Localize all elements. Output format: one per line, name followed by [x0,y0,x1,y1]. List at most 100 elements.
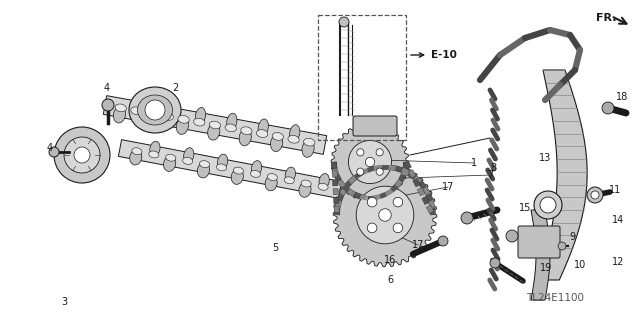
Ellipse shape [271,135,283,152]
Ellipse shape [225,124,236,132]
Circle shape [339,17,349,27]
Ellipse shape [178,115,189,123]
Circle shape [54,127,110,183]
Ellipse shape [166,154,176,161]
Polygon shape [118,140,342,198]
Ellipse shape [303,138,315,146]
Ellipse shape [218,154,228,169]
Ellipse shape [130,150,142,165]
Circle shape [506,230,518,242]
Polygon shape [426,205,434,213]
Circle shape [365,157,374,167]
Ellipse shape [302,140,314,157]
Text: 7: 7 [487,170,493,180]
Ellipse shape [216,164,227,171]
Circle shape [558,242,566,250]
Ellipse shape [129,87,181,133]
Ellipse shape [289,125,300,142]
Text: 18: 18 [616,92,628,102]
Ellipse shape [319,174,329,189]
Circle shape [438,236,448,246]
Polygon shape [333,163,437,267]
Circle shape [64,137,100,173]
Ellipse shape [176,117,188,134]
Ellipse shape [272,133,284,140]
Circle shape [534,191,562,219]
Ellipse shape [299,182,311,197]
Ellipse shape [150,141,160,156]
Ellipse shape [284,177,294,184]
Text: FR.: FR. [596,13,616,23]
Polygon shape [531,210,550,300]
Polygon shape [333,180,338,186]
Polygon shape [332,162,337,168]
Circle shape [490,258,500,268]
Ellipse shape [164,102,174,119]
Polygon shape [103,96,326,154]
Text: 2: 2 [172,83,178,93]
Text: 19: 19 [540,263,552,273]
Text: 12: 12 [612,257,624,267]
Circle shape [367,223,377,233]
Polygon shape [333,197,339,204]
Text: 6: 6 [387,275,393,285]
Polygon shape [417,187,425,196]
Ellipse shape [115,104,126,112]
Ellipse shape [147,110,158,117]
Ellipse shape [164,156,175,171]
Polygon shape [331,123,409,201]
Circle shape [102,99,114,111]
Text: 11: 11 [609,185,621,195]
Ellipse shape [194,118,205,126]
Circle shape [376,149,383,156]
Text: TL24E1100: TL24E1100 [526,293,584,303]
Ellipse shape [268,174,277,181]
Ellipse shape [138,95,173,125]
Ellipse shape [145,112,157,129]
Circle shape [145,100,165,120]
Text: 13: 13 [539,153,551,163]
Ellipse shape [184,148,194,163]
Text: 17: 17 [412,240,424,250]
Polygon shape [422,196,429,205]
Ellipse shape [234,167,243,174]
Text: 9: 9 [569,232,575,242]
Circle shape [49,147,59,157]
Circle shape [393,223,403,233]
Text: 4: 4 [104,83,110,93]
Circle shape [540,197,556,213]
Circle shape [367,197,377,207]
Polygon shape [537,70,587,280]
Circle shape [74,147,90,163]
Polygon shape [413,179,420,187]
Ellipse shape [132,96,143,113]
Ellipse shape [227,113,237,130]
Text: 15: 15 [519,203,531,213]
Ellipse shape [239,129,252,146]
Circle shape [587,187,603,203]
Ellipse shape [301,180,311,187]
Ellipse shape [265,176,277,191]
Text: 14: 14 [612,215,624,225]
Ellipse shape [182,158,193,164]
Ellipse shape [258,119,268,136]
Polygon shape [408,170,416,178]
Ellipse shape [288,135,300,143]
Circle shape [393,197,403,207]
Text: E-10: E-10 [431,50,457,60]
FancyBboxPatch shape [353,116,397,136]
Circle shape [376,168,383,175]
Ellipse shape [252,161,262,176]
Circle shape [356,149,364,156]
Ellipse shape [285,167,296,182]
Text: 1: 1 [471,158,477,168]
Ellipse shape [209,121,221,129]
Polygon shape [332,171,337,177]
Ellipse shape [197,163,209,178]
Circle shape [591,191,599,199]
Polygon shape [333,188,339,195]
Ellipse shape [257,130,268,137]
Text: 10: 10 [574,260,586,270]
Text: 5: 5 [272,243,278,253]
Circle shape [356,168,364,175]
